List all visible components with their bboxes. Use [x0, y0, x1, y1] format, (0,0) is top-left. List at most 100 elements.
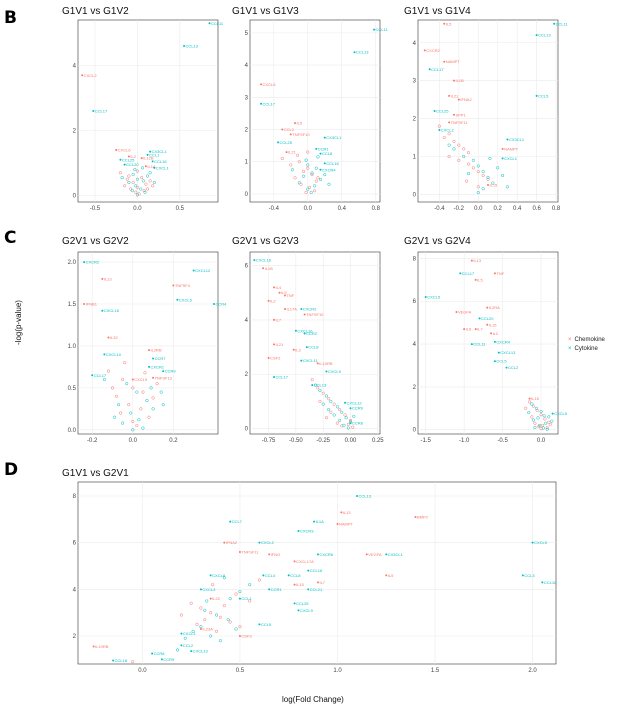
point-label: CXCL5	[554, 411, 568, 416]
cytokine-point	[102, 377, 106, 382]
cytokine-point	[129, 411, 133, 415]
chemokine-point	[248, 599, 252, 603]
cytokine-point	[191, 629, 195, 633]
chemokine-point	[452, 139, 456, 143]
chemokine-point	[135, 185, 139, 189]
chemokine-point	[285, 151, 288, 154]
points-group: CCL13 IL13 BMP2 CCL7 IL1A NAMPT CXCR3 CXCL5 IFNA…	[92, 494, 557, 664]
cytokine-point	[316, 553, 319, 556]
chemokine-point	[346, 422, 350, 427]
point-label: CXCL2	[441, 127, 455, 132]
chemokine-point	[101, 277, 104, 280]
point-label: CCL4	[265, 573, 276, 578]
chemokine-point	[131, 660, 135, 664]
point-label: IL21	[276, 342, 285, 347]
cytokine-point	[323, 136, 326, 139]
cytokine-point	[319, 168, 322, 171]
cytokine-point	[506, 138, 509, 141]
cytokine-point	[208, 22, 211, 25]
facet-title-2: G1V1 vs G1V3	[232, 6, 299, 17]
point-label: CCL25	[296, 601, 309, 606]
x-tick-label: 0.8	[372, 206, 381, 212]
chemokine-point	[267, 299, 270, 302]
chemokine-point	[457, 143, 461, 147]
cytokine-point	[159, 390, 163, 394]
cytokine-point	[151, 652, 154, 655]
cytokine-point	[130, 189, 134, 193]
cytokine-point	[505, 366, 508, 369]
chemokine-point	[228, 620, 232, 624]
chemokine-point	[316, 362, 319, 365]
chemokine-point	[294, 122, 297, 125]
point-label: CXCL1	[183, 631, 197, 636]
point-label: CCL17	[95, 109, 108, 114]
point-label: CCL17	[462, 271, 475, 276]
cytokine-point	[209, 574, 212, 577]
y-tick-label: 0.5	[68, 386, 77, 392]
cytokine-point	[297, 530, 300, 532]
cytokine-point	[533, 426, 537, 430]
cytokine-point	[424, 295, 427, 298]
chemokine-point	[296, 153, 300, 157]
chemokine-point	[155, 382, 159, 386]
chemokine-point	[530, 415, 534, 419]
cytokine-point	[486, 175, 490, 179]
cytokine-point	[262, 574, 265, 577]
cytokine-point	[180, 644, 183, 647]
point-label: CCL11	[376, 27, 389, 32]
scatter-plot-g2v1-vs-g2v4: -1.5 -1.0 -0.5 0.0 0 2 4 6 8 IL13 CCL17 TNF IL5 CXCL5…	[413, 251, 568, 444]
point-label: CXCL6	[263, 82, 277, 87]
point-label: VEGFA	[458, 309, 472, 314]
cytokine-point	[175, 648, 180, 652]
x-tick-label: 0.00	[345, 438, 357, 444]
x-tick-label: -0.25	[316, 438, 330, 444]
point-label: IL21	[288, 150, 297, 155]
point-label: NAMPT	[504, 146, 519, 151]
cytokine-point	[117, 403, 121, 407]
cytokine-point	[309, 190, 313, 194]
scatter-plot-g1v1-vs-g2v1: 0.0 0.5 1.0 1.5 2.0 2 4 6 8 CCL13 IL13 BMP2 CCL7 IL1A…	[73, 481, 557, 674]
cytokine-point	[535, 94, 538, 97]
chemokine-point	[442, 135, 446, 140]
point-label: TNF	[286, 293, 294, 298]
point-label: CX3CL1	[326, 135, 342, 140]
point-label: CXCR2	[86, 260, 100, 265]
point-label: IL23A	[202, 627, 213, 632]
y-tick-label: 4	[73, 587, 77, 593]
scatter-plot-g1v1-vs-g1v3: -0.4 0.0 0.4 0.8 0 1 2 3 4 5 CCL11 CCL13 CXCL6 CCL17 I…	[245, 19, 388, 212]
point-label: CXCL16	[104, 308, 120, 313]
cytokine-point	[373, 28, 376, 31]
cytokine-point	[353, 51, 356, 54]
point-label: CXCL16	[297, 328, 313, 333]
cytokine-point	[297, 609, 300, 612]
cytokine-point	[342, 423, 346, 427]
chemokine-point	[179, 613, 183, 617]
chemokine-point	[273, 343, 276, 346]
point-label: CXCR4	[496, 339, 510, 344]
chemokine-point	[486, 177, 490, 181]
chemokine-point	[189, 601, 193, 605]
cytokine-point	[428, 68, 431, 71]
chemokine-point	[131, 386, 135, 390]
chemokine-point	[533, 421, 537, 425]
chemokine-point	[209, 597, 212, 600]
point-label: CCR1	[318, 146, 330, 151]
point-label: CXCL9	[134, 377, 148, 382]
point-label: CCL20	[481, 316, 494, 321]
point-label: CXCL9	[328, 369, 342, 374]
y-tick-label: 2	[413, 117, 417, 123]
chemokine-point	[144, 165, 147, 168]
plot-panel	[249, 19, 381, 203]
chemokine-point	[423, 49, 426, 52]
cytokine-point	[146, 153, 149, 156]
chemokine-point	[214, 629, 219, 633]
cytokine-point	[222, 576, 226, 580]
cytokine-point	[290, 168, 295, 172]
point-label: CXCL2	[84, 73, 98, 78]
chemokine-point	[81, 74, 84, 77]
chemokine-point	[524, 406, 528, 410]
cytokine-point	[125, 382, 129, 386]
chemokine-point	[476, 185, 480, 189]
point-label: IL5	[281, 290, 287, 295]
cytokine-point	[214, 613, 219, 617]
